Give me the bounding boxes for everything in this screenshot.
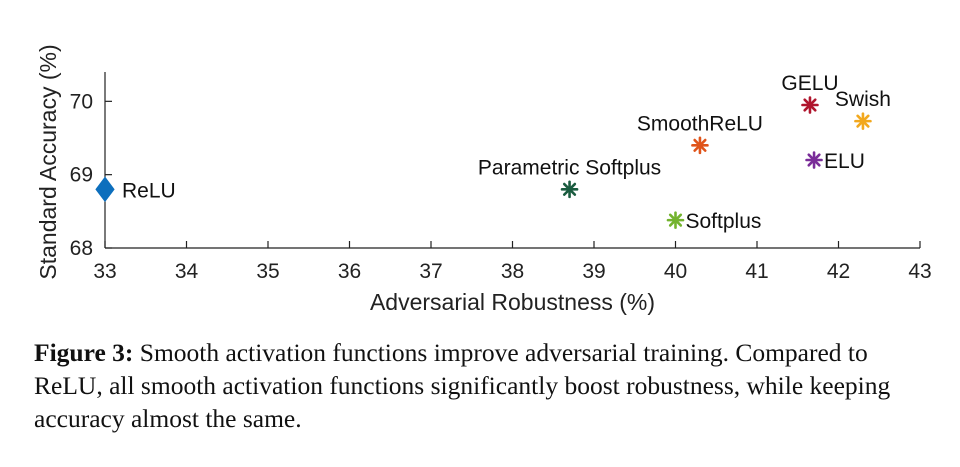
x-tick-label: 34 — [175, 260, 199, 283]
y-tick-label: 68 — [70, 237, 93, 260]
label-swish: Swish — [835, 88, 891, 111]
x-tick-label: 42 — [827, 260, 850, 283]
data-points — [95, 96, 872, 229]
label-gelu: GELU — [781, 72, 838, 95]
x-tick-label: 38 — [501, 260, 524, 283]
ticks: 33 34 35 36 37 38 39 40 41 42 43 68 69 70 — [70, 90, 932, 283]
point-softplus — [666, 211, 685, 229]
y-tick-label: 69 — [70, 164, 93, 187]
x-tick-label: 33 — [93, 260, 116, 283]
x-tick-label: 36 — [338, 260, 361, 283]
x-tick-label: 35 — [256, 260, 279, 283]
point-parametric-softplus — [560, 180, 579, 199]
figure-label: Figure 3: — [34, 338, 134, 367]
point-smoothrelu — [691, 136, 709, 155]
y-tick-label: 70 — [70, 90, 93, 113]
x-axis-title: Adversarial Robustness (%) — [370, 289, 655, 315]
x-tick-label: 39 — [582, 260, 605, 283]
label-parametric-softplus: Parametric Softplus — [478, 156, 661, 179]
x-tick-label: 40 — [664, 260, 687, 283]
point-elu — [805, 151, 823, 169]
caption-text: Smooth activation functions improve adve… — [34, 338, 891, 433]
point-relu — [95, 176, 115, 203]
figure-caption: Figure 3: Smooth activation functions im… — [34, 336, 934, 435]
x-tick-label: 37 — [419, 260, 442, 283]
y-axis-title: Standard Accuracy (%) — [35, 44, 61, 279]
label-smoothrelu: SmoothReLU — [637, 112, 763, 135]
label-relu: ReLU — [122, 179, 176, 202]
point-labels: ReLU Parametric Softplus SmoothReLU Softplu… — [122, 72, 891, 233]
scatter-chart: 33 34 35 36 37 38 39 40 41 42 43 68 69 70 Adversarial… — [35, 44, 932, 315]
point-swish — [854, 112, 872, 130]
point-gelu — [801, 96, 819, 114]
label-elu: ELU — [824, 150, 865, 173]
x-tick-label: 43 — [908, 260, 931, 283]
label-softplus: Softplus — [686, 210, 762, 233]
x-tick-label: 41 — [745, 260, 768, 283]
